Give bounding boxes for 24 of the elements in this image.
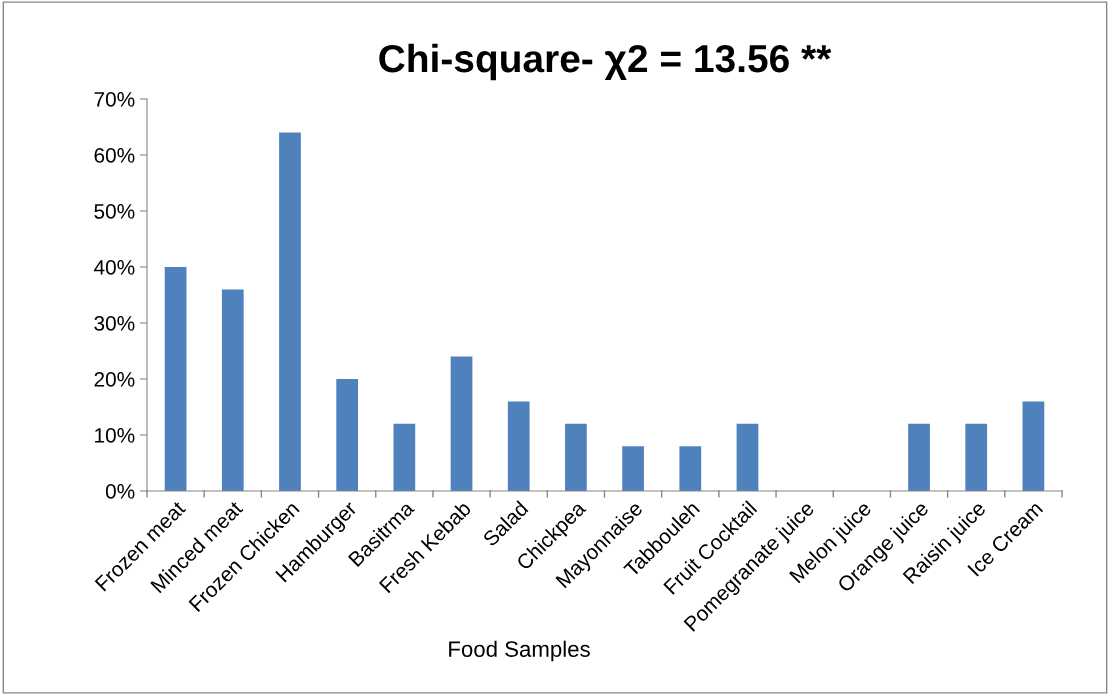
chart-title: Chi-square- χ2 = 13.56 ** [379,43,832,81]
bar [622,446,644,491]
y-tick-label: 10% [95,428,135,443]
x-axis-title: Food Samples [449,640,590,662]
bar [565,423,587,491]
y-tick-label: 30% [94,316,135,331]
bar [221,289,244,491]
bar [736,423,759,491]
y-tick-label: 20% [94,372,135,387]
bar [908,423,930,491]
bar [679,446,702,491]
y-tick-label: 50% [94,204,135,219]
bar [965,423,988,491]
y-tick-label: 60% [94,148,135,163]
bar [450,356,473,491]
y-tick-label: 70% [94,92,135,107]
bar [1022,401,1045,491]
y-tick-label: 0% [105,484,135,499]
bar [507,401,530,491]
bar [164,267,187,491]
bar [393,423,416,491]
bar [336,379,359,491]
y-tick-label: 40% [93,260,135,275]
bar [279,132,301,491]
